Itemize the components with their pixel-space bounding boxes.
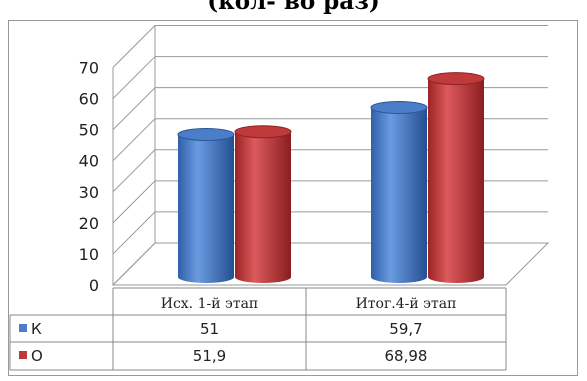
y-tick-label: 20 [79,214,99,233]
table-value: 59,7 [389,320,422,338]
bar-К-2 [370,101,428,283]
bar-О-2 [427,72,485,283]
gridline [112,25,548,68]
data-table: Исх. 1-й этап Итог.4-й этап К 51 59,7 О 51,9 68… [9,287,507,371]
y-tick-label: 50 [79,121,99,140]
table-value: 68,98 [385,347,428,365]
gridline [112,87,548,131]
bar-body [428,78,484,283]
legend-key-К [19,324,27,332]
table-value: 51 [200,320,219,338]
legend-label: К [31,320,42,338]
y-tick-label: 40 [79,152,99,171]
bar-top [177,128,235,142]
legend-label: О [31,347,43,365]
table-value: 51,9 [193,347,226,365]
y-tick-label: 60 [79,90,99,109]
y-tick-label: 70 [79,59,99,78]
y-tick-label: 0 [89,276,99,295]
y-tick-labels: 0 10 20 30 40 50 60 70 [79,59,99,295]
bar-body [178,134,234,283]
y-tick-label: 10 [79,245,99,264]
legend-key-О [19,351,27,359]
bar-top [427,72,485,86]
gridline [112,56,548,99]
table-category-label: Исх. 1-й этап [161,296,259,312]
bar-body [235,131,291,283]
y-tick-label: 30 [79,183,99,202]
bar-top [370,101,428,115]
bars [177,72,485,283]
bar-top [234,125,292,139]
chart-title: (кол- во раз) [207,0,380,15]
bar-О-1 [234,125,292,283]
table-category-label: Итог.4-й этап [356,296,457,312]
bar-body [371,107,427,283]
bar-К-1 [177,128,235,283]
